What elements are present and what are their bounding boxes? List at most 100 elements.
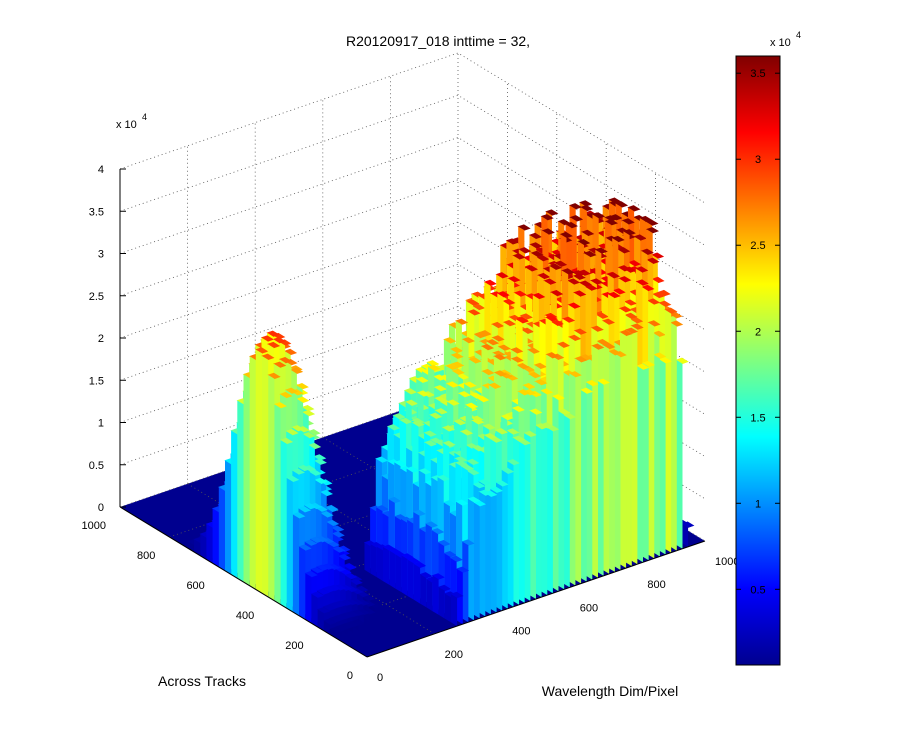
x-axis-ticks: 0 200 400 600 800 1000 [82, 520, 353, 682]
surface-wall [518, 441, 525, 603]
surface-wall [552, 396, 559, 592]
surface-cell [332, 546, 346, 553]
surface-wall [413, 564, 421, 604]
surface-wall [574, 358, 582, 584]
surface-cell [307, 429, 321, 436]
surface-cell [495, 272, 509, 279]
z-tick-label: 3 [98, 249, 104, 261]
colorbar-tick-label: 0.5 [750, 584, 765, 596]
surface-wall [636, 365, 643, 563]
surface-cell [292, 512, 306, 519]
x-axis-label: Across Tracks [158, 673, 246, 689]
surface-cell [564, 221, 579, 229]
colorbar-tick-label: 2 [755, 326, 761, 338]
surface-wall [317, 609, 324, 631]
surface-wall [535, 425, 542, 598]
surface-cell [260, 335, 275, 342]
z-exponent-power: 4 [142, 112, 147, 122]
surface-wall [401, 555, 408, 597]
surface-cell [434, 395, 448, 403]
surface-cell [403, 388, 418, 395]
surface-cell [618, 276, 632, 283]
surface-wall [603, 345, 610, 574]
surface-cell [261, 353, 275, 361]
surface-cell [272, 337, 286, 344]
surface-cell [297, 506, 311, 513]
y-axis-label: Wavelength Dim/Pixel [542, 683, 678, 699]
z-tick-label: 3.5 [89, 206, 104, 218]
surface-cell [349, 578, 363, 586]
surface-cell [343, 572, 358, 580]
surface-cell [551, 394, 565, 401]
z-exponent-base: x 10 [116, 119, 137, 131]
surface-wall [524, 433, 531, 601]
surface-cell [449, 555, 463, 563]
surface-wall [370, 544, 377, 578]
surface-wall [200, 534, 207, 560]
x-tick-label: 1000 [82, 520, 106, 532]
surface-wall [620, 332, 627, 569]
y-axis-line [366, 540, 706, 658]
surface-cell [431, 528, 445, 535]
surface-wall [631, 325, 638, 565]
colorbar-tick-label: 2.5 [750, 240, 765, 252]
surface-wall [546, 427, 553, 594]
x-tick-label: 200 [285, 640, 303, 652]
surface-cell [457, 391, 471, 398]
surface-wall [563, 415, 570, 588]
surface-cell [497, 344, 511, 351]
surface-wall [653, 354, 660, 557]
y-tick-label: 600 [580, 602, 598, 614]
surface-wall [541, 424, 548, 596]
z-tick-label: 4 [98, 164, 104, 176]
surface-wall [642, 363, 649, 561]
surface-cell [527, 347, 541, 354]
surface-wall [558, 410, 565, 590]
surface-cell [296, 396, 310, 404]
surface-wall [212, 508, 219, 567]
surface-cell [507, 276, 521, 283]
y-tick-label: 800 [647, 579, 665, 591]
surface-cell [496, 291, 510, 298]
surface-cell [463, 381, 477, 388]
surface-wall [591, 345, 598, 578]
surface-wall [299, 546, 306, 620]
surface-cell [273, 402, 287, 409]
surface-cell [618, 306, 632, 313]
surface-wall [670, 322, 677, 551]
surface-cell [454, 318, 469, 325]
surface-wall [280, 440, 287, 609]
surface-wall [580, 389, 587, 582]
surface-cell [418, 468, 432, 475]
surface-wall [292, 514, 300, 616]
z-tick-label: 0 [98, 502, 104, 514]
surface-cell [411, 420, 425, 427]
surface-cell [289, 367, 304, 375]
surface-cell [506, 428, 520, 435]
surface-cell [315, 564, 330, 571]
surface-cell [460, 464, 475, 471]
surface-cell [506, 458, 520, 466]
surface-cell [433, 385, 447, 392]
surface-cell [480, 343, 495, 351]
surface-wall [479, 491, 486, 617]
surface-plot [187, 197, 695, 639]
surface-wall [225, 460, 232, 575]
surface-wall [237, 400, 244, 582]
surface-wall [608, 351, 615, 572]
colorbar: 0.5 1 1.5 2 2.5 3 3.5 x 10 4 [735, 30, 801, 666]
surface-cell [309, 536, 323, 544]
y-tick-label: 0 [377, 672, 383, 684]
surface-wall [451, 594, 458, 627]
surface-cell [399, 417, 413, 425]
surface-wall [529, 410, 536, 599]
z-tick-label: 1 [98, 418, 104, 430]
surface-wall [462, 541, 469, 623]
surface-cell [494, 428, 509, 435]
surface-cell [426, 360, 440, 367]
surface-cell [303, 503, 317, 510]
grid-line [119, 52, 706, 204]
surface-wall [659, 359, 666, 555]
surface-cell [489, 486, 503, 494]
